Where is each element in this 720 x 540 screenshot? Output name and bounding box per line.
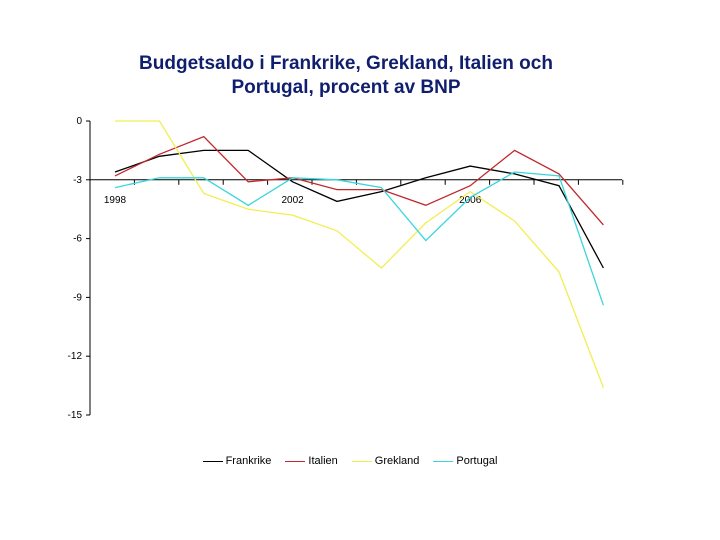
legend-label: Frankrike: [225, 455, 272, 467]
legend-swatch: [202, 460, 223, 462]
y-tick-label: -3: [73, 175, 82, 186]
series-line-italien: [114, 135, 604, 226]
y-tick-label: -9: [73, 292, 82, 303]
legend-item-portugal: Portugal: [433, 455, 497, 467]
legend: Frankrike Italien Grekland Portugal: [0, 455, 700, 467]
y-tick-label: 0: [76, 116, 82, 127]
x-tick-label: 1998: [104, 195, 127, 206]
legend-label: Italien: [308, 455, 338, 467]
series-line-portugal: [114, 171, 605, 306]
legend-swatch: [433, 460, 454, 462]
y-tick-label: -15: [68, 410, 83, 421]
legend-label: Grekland: [374, 455, 420, 467]
chart-title: Budgetsaldo i Frankrike, Grekland, Itali…: [0, 52, 692, 100]
legend-swatch: [351, 460, 372, 462]
legend-swatch: [285, 460, 306, 462]
x-tick-label: 2006: [459, 195, 482, 206]
series-lines: [114, 120, 605, 388]
series-line-grekland: [115, 120, 605, 388]
legend-item-frankrike: Frankrike: [202, 455, 272, 467]
y-tick-label: -12: [68, 351, 83, 362]
axes: 0 -3 -6 -9 -12 -15 1998 2002 2006: [68, 116, 624, 421]
chart-title-line-1: Budgetsaldo i Frankrike, Grekland, Itali…: [139, 53, 553, 74]
y-tick-label: -6: [73, 234, 82, 245]
series-line-frankrike: [114, 149, 604, 269]
x-tick-label: 2002: [281, 195, 304, 206]
legend-item-grekland: Grekland: [351, 455, 420, 467]
legend-label: Portugal: [456, 455, 498, 467]
legend-item-italien: Italien: [285, 455, 338, 467]
chart-title-line-2: Portugal, procent av BNP: [231, 77, 461, 98]
